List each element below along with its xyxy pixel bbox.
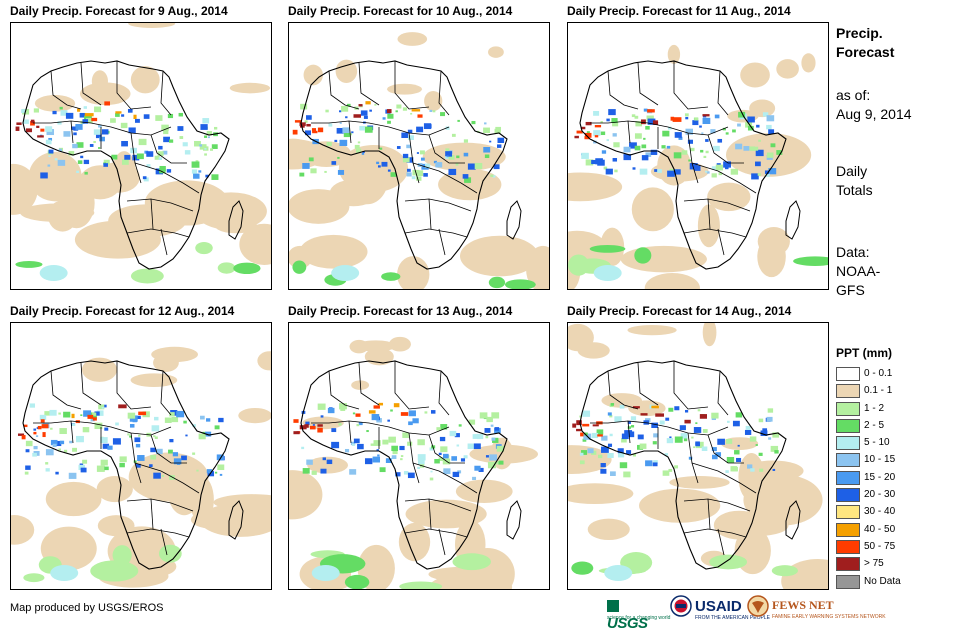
legend-label: No Data <box>864 575 901 587</box>
fews-tagline: FAMINE EARLY WARNING SYSTEMS NETWORK <box>772 614 886 620</box>
legend-swatch <box>836 557 860 572</box>
asof-label: as of: <box>836 87 871 103</box>
legend-swatch <box>836 470 860 485</box>
side-data-source: Data: NOAA- GFS <box>836 243 880 300</box>
panel-title-5: Daily Precip. Forecast for 13 Aug., 2014 <box>288 304 513 318</box>
side-heading: Precip. Forecast <box>836 24 894 62</box>
map-credit: Map produced by USGS/EROS <box>10 602 164 614</box>
panel-title-3: Daily Precip. Forecast for 11 Aug., 2014 <box>567 4 791 18</box>
panel-title-6: Daily Precip. Forecast for 14 Aug., 2014 <box>567 304 792 318</box>
legend-swatch <box>836 384 860 399</box>
legend-swatch <box>836 436 860 451</box>
legend-label: 5 - 10 <box>864 437 890 449</box>
panel-title-4: Daily Precip. Forecast for 12 Aug., 2014 <box>10 304 235 318</box>
fews-logo-text: FEWS NET <box>772 598 834 612</box>
legend-swatch <box>836 505 860 520</box>
legend-label: 40 - 50 <box>864 523 896 535</box>
asof-date: Aug 9, 2014 <box>836 106 912 122</box>
legend-swatch <box>836 401 860 416</box>
side-totals: Daily Totals <box>836 162 873 200</box>
legend-label: 50 - 75 <box>864 540 896 552</box>
map-panel-4[interactable] <box>10 322 272 590</box>
legend-label: 0 - 0.1 <box>864 368 893 379</box>
legend-label: 2 - 5 <box>864 419 885 431</box>
side-asof: as of: Aug 9, 2014 <box>836 86 912 124</box>
legend-label: 1 - 2 <box>864 402 885 414</box>
heading-line-1: Precip. <box>836 25 883 41</box>
fews-globe-icon <box>747 595 769 617</box>
legend-swatch <box>836 367 860 381</box>
data-line-2: NOAA- <box>836 263 881 279</box>
legend-swatch <box>836 539 860 554</box>
map-panel-5[interactable] <box>288 322 550 590</box>
legend-label: 10 - 15 <box>864 454 896 466</box>
map-panel-3[interactable] <box>567 22 829 290</box>
data-line-3: GFS <box>836 282 865 298</box>
map-panel-6[interactable] <box>567 322 829 590</box>
panel-title-1: Daily Precip. Forecast for 9 Aug., 2014 <box>10 4 228 18</box>
legend-swatch <box>836 574 860 589</box>
totals-line-1: Daily <box>836 163 868 179</box>
usgs-tagline: science for a changing world <box>607 615 671 621</box>
legend-swatch <box>836 453 860 468</box>
map-panel-1[interactable] <box>10 22 272 290</box>
legend-label: 20 - 30 <box>864 489 896 501</box>
usgs-mark-icon <box>607 600 619 612</box>
legend-label: 0.1 - 1 <box>864 385 893 397</box>
panel-title-2: Daily Precip. Forecast for 10 Aug., 2014 <box>288 4 513 18</box>
legend-swatch <box>836 418 860 433</box>
totals-line-2: Totals <box>836 182 873 198</box>
usaid-tagline: FROM THE AMERICAN PEOPLE <box>695 615 770 621</box>
usaid-seal-icon <box>670 595 692 617</box>
map-panel-2[interactable] <box>288 22 550 290</box>
legend-swatch <box>836 488 860 503</box>
usaid-logo-text: USAID <box>695 598 742 615</box>
legend-title: PPT (mm) <box>836 346 893 360</box>
legend-label: 15 - 20 <box>864 471 896 483</box>
legend-label: > 75 <box>864 558 884 570</box>
data-line-1: Data: <box>836 244 870 260</box>
heading-line-2: Forecast <box>836 44 895 60</box>
legend-swatch <box>836 522 860 537</box>
legend-label: 30 - 40 <box>864 506 896 518</box>
